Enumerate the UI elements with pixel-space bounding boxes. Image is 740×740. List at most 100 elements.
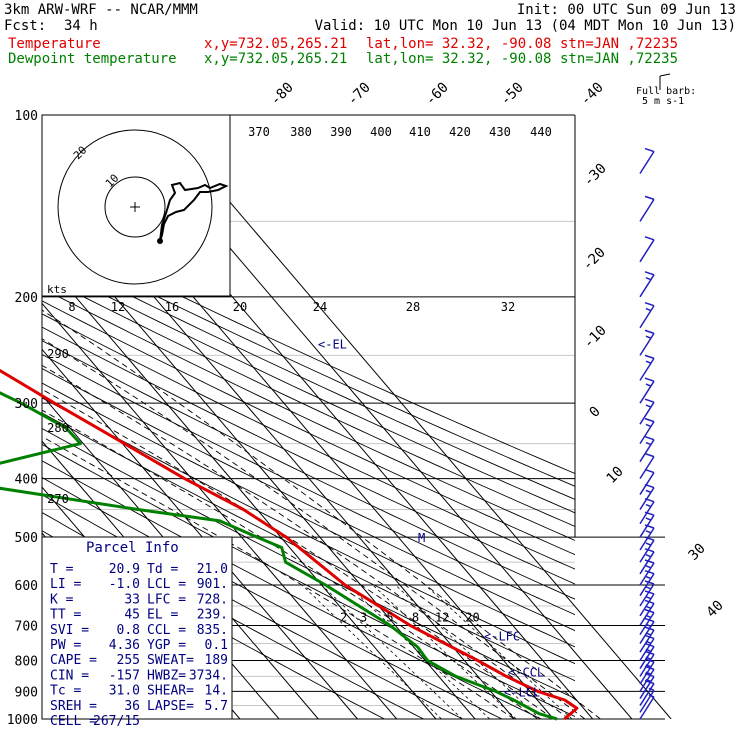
parcel-value: 901. (197, 577, 228, 592)
wind-barb (639, 536, 655, 563)
moist-adiabat (42, 364, 570, 719)
wind-barb (639, 329, 655, 356)
dry-adiabat (42, 275, 575, 527)
barb-staff (639, 621, 655, 644)
barb-half-flag (645, 383, 652, 387)
parcel-key: Tc = (50, 684, 81, 699)
theta-label: 440 (530, 125, 552, 139)
barb-staff (639, 198, 655, 222)
parcel-key: SREH = (50, 699, 97, 714)
parcel-key: LFC = (147, 592, 186, 607)
barb-half-flag (645, 530, 652, 534)
barb-staff (639, 612, 655, 636)
mixing-ratio-label: 12 (435, 610, 449, 624)
parcel-key: LCL = (147, 577, 186, 592)
temperature-tick-label: -30 (581, 161, 610, 190)
dry-adiabat (42, 382, 575, 648)
mixing-ratio-line (321, 584, 463, 719)
parcel-key: CCL = (147, 623, 186, 638)
barb-flag (644, 417, 655, 423)
barb-staff (639, 456, 655, 480)
barb-staff (639, 487, 655, 510)
barb-flag (644, 548, 655, 553)
theta-label: 290 (47, 347, 69, 361)
temperature-xy: x,y=732.05,265.21 (204, 36, 348, 52)
wind-barb (639, 498, 655, 525)
model-title: 3km ARW-WRF -- NCAR/MMM (4, 2, 198, 18)
wind-barb (639, 302, 655, 329)
parcel-key: Td = (147, 562, 178, 577)
profile-layer: <-EL <-LFC <-CCL <-LCL M (0, 338, 579, 721)
moist-adiabat (42, 388, 554, 719)
wind-barb (639, 195, 655, 222)
wind-barb (639, 687, 655, 713)
parcel-key: PW = (50, 638, 81, 653)
speed-scale-label: 8 (68, 300, 75, 314)
barb-half-flag (645, 404, 652, 408)
parcel-key: YGP = (147, 638, 186, 653)
parcel-value: 189 (205, 653, 228, 668)
barb-flag (644, 580, 655, 585)
dry-adiabat (42, 340, 575, 600)
dry-adiabat (42, 239, 575, 487)
isotherm-line (155, 115, 672, 719)
barb-staff (639, 239, 655, 263)
wind-barb (639, 694, 655, 720)
wind-barb (639, 377, 655, 404)
parcel-value: 14. (205, 684, 228, 699)
parcel-value: -157 (109, 668, 140, 683)
dry-adiabat (42, 326, 575, 585)
full-barb-label: Full barb: (636, 86, 696, 97)
theta-label: 430 (489, 125, 511, 139)
dry-adiabat (42, 397, 575, 665)
mixing-ratio-label: 2 (340, 610, 347, 624)
level-annotation: M (418, 531, 425, 545)
barb-staff (639, 668, 655, 692)
level-annotation: <-CCL (508, 666, 544, 680)
speed-scale-label: 12 (111, 300, 125, 314)
dry-adiabat (42, 368, 575, 632)
pressure-tick-label: 300 (15, 397, 38, 412)
forecast-hours: 34 h (64, 18, 98, 34)
temperature-tick-label: -80 (268, 80, 297, 109)
theta-label: 380 (290, 125, 312, 139)
barb-staff (639, 421, 655, 445)
parcel-value: 31.0 (109, 684, 140, 699)
forecast-label: Fcst: (4, 18, 47, 34)
barb-half-flag (645, 503, 652, 508)
speed-scale-label: 24 (313, 300, 327, 314)
pressure-tick-label: 800 (15, 654, 38, 669)
barb-half-flag (645, 335, 652, 339)
level-annotation: <-EL (318, 338, 347, 352)
pressure-tick-label: 1000 (7, 713, 38, 728)
pressure-tick-label: 900 (15, 685, 38, 700)
barb-staff (639, 380, 655, 404)
pressure-tick-label: 200 (15, 291, 38, 306)
barb-staff (639, 357, 655, 381)
parcel-key: LAPSE= (147, 699, 194, 714)
parcel-info-title: Parcel Info (86, 540, 179, 556)
init-time: Init: 00 UTC Sun 09 Jun 13 (516, 2, 736, 18)
speed-scale-label: 16 (165, 300, 179, 314)
barb-staff (639, 514, 655, 538)
barb-flag (644, 377, 655, 382)
dewpoint-profile (0, 391, 558, 721)
barb-flag (644, 329, 655, 335)
hodograph-speed-label: kts (47, 283, 67, 296)
dewpoint-xy: x,y=732.05,265.21 (204, 51, 348, 67)
barb-flag (644, 147, 655, 153)
temperature-tick-label: -70 (345, 80, 374, 109)
moist-adiabat (42, 309, 601, 719)
header: 3km ARW-WRF -- NCAR/MMM Init: 00 UTC Sun… (0, 0, 740, 70)
wind-barbs: Full barb:5 m s-1 (636, 73, 696, 720)
parcel-value: 728. (197, 592, 228, 607)
barb-flag (644, 536, 655, 541)
theta-label: 280 (47, 421, 69, 435)
full-barb-value: 5 m s-1 (642, 96, 684, 107)
mixing-ratio-label: 5 (386, 610, 393, 624)
barb-flag (644, 436, 655, 441)
parcel-key: CELL = (50, 714, 97, 729)
theta-label: 270 (47, 492, 69, 506)
barb-staff (639, 646, 655, 669)
barb-half-flag (648, 694, 655, 698)
